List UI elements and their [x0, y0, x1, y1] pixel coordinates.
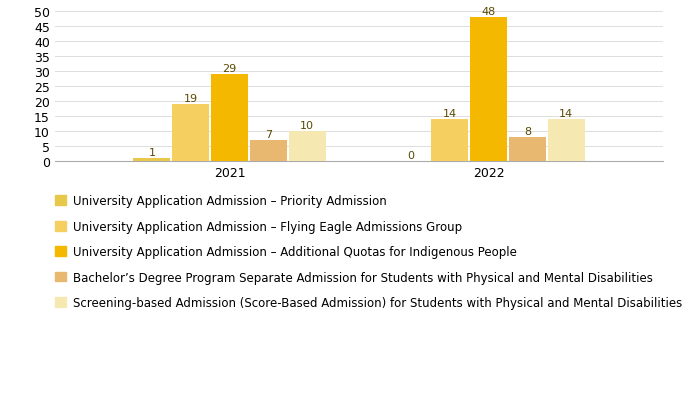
Text: 1: 1 [148, 147, 155, 158]
Bar [432, 120, 469, 162]
Text: 29: 29 [222, 64, 237, 74]
Text: 7: 7 [265, 130, 272, 139]
Bar [250, 141, 287, 162]
Bar [470, 18, 507, 162]
Bar [289, 132, 326, 162]
Text: 0: 0 [408, 151, 415, 160]
Text: 10: 10 [300, 121, 314, 130]
Text: 19: 19 [184, 94, 198, 104]
Text: 14: 14 [443, 109, 457, 119]
Legend: University Application Admission – Priority Admission, University Application Ad: University Application Admission – Prior… [55, 195, 683, 309]
Bar [211, 75, 248, 162]
Bar [172, 105, 209, 162]
Text: 48: 48 [482, 6, 496, 17]
Bar [133, 159, 170, 162]
Text: 8: 8 [524, 126, 531, 136]
Bar [509, 138, 546, 162]
Bar [548, 120, 585, 162]
Text: 14: 14 [560, 109, 573, 119]
